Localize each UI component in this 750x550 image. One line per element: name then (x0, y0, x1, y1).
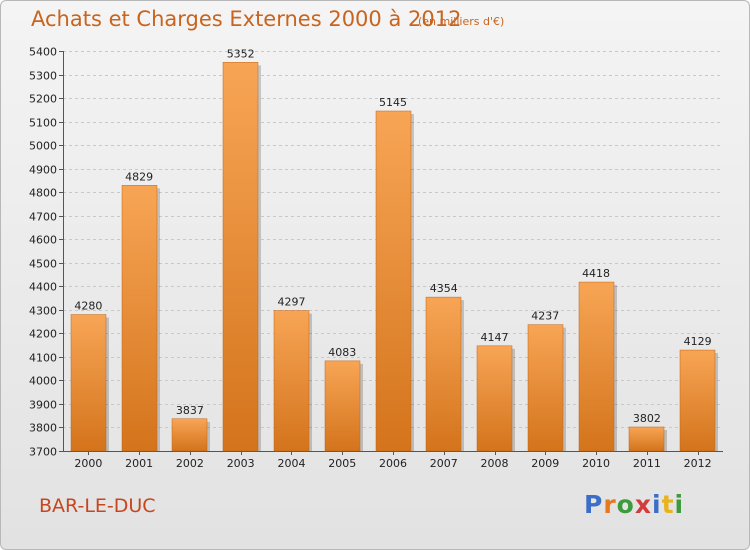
bar (70, 314, 107, 452)
bar-value-label: 4237 (531, 310, 559, 323)
x-tick-label: 2011 (633, 457, 661, 470)
bar (527, 324, 564, 452)
bar (375, 110, 412, 452)
bar (476, 345, 513, 452)
logo-letter: i (674, 490, 685, 519)
bar-value-label: 5145 (379, 96, 407, 109)
x-tick-label: 2001 (125, 457, 153, 470)
y-tick-label: 4800 (29, 187, 57, 200)
y-tick-label: 3900 (29, 399, 57, 412)
y-tick-label: 5300 (29, 70, 57, 83)
bar (121, 185, 158, 452)
bar (578, 281, 615, 452)
x-tick-label: 2000 (74, 457, 102, 470)
y-tick-label: 4200 (29, 328, 57, 341)
logo-letter: t (661, 490, 675, 519)
logo-letter: r (603, 490, 617, 519)
y-tick-label: 3800 (29, 422, 57, 435)
chart-subtitle: (en milliers d'€) (418, 15, 505, 28)
y-tick-label: 5000 (29, 140, 57, 153)
y-tick-label: 3700 (29, 446, 57, 459)
y-tick-label: 4300 (29, 305, 57, 318)
y-tick-label: 4100 (29, 352, 57, 365)
bar (425, 296, 462, 452)
y-tick-label: 4900 (29, 164, 57, 177)
y-tick-label: 4700 (29, 211, 57, 224)
bar (324, 360, 361, 452)
axes (59, 51, 723, 455)
y-tick-label: 4500 (29, 258, 57, 271)
logo-letter: P (584, 490, 604, 519)
bar-value-label: 4129 (684, 335, 712, 348)
bar-value-label: 4147 (481, 331, 509, 344)
y-tick-label: 4600 (29, 234, 57, 247)
bar (222, 62, 259, 452)
x-tick-label: 2004 (277, 457, 305, 470)
bar-value-label: 4418 (582, 267, 610, 280)
bar-value-label: 5352 (227, 47, 255, 60)
x-tick-label: 2010 (582, 457, 610, 470)
bar-value-label: 3802 (633, 412, 661, 425)
x-tick-label: 2009 (531, 457, 559, 470)
bar-value-label: 4280 (74, 300, 102, 313)
x-tick-label: 2003 (227, 457, 255, 470)
y-tick-label: 4000 (29, 375, 57, 388)
x-tick-label: 2006 (379, 457, 407, 470)
x-tick-label: 2002 (176, 457, 204, 470)
logo-letter: i (652, 490, 662, 519)
bar-value-label: 4829 (125, 170, 153, 183)
x-tick-label: 2005 (328, 457, 356, 470)
bar-value-label: 4297 (277, 296, 305, 309)
proxiti-logo[interactable]: Proxiti (584, 490, 684, 519)
y-tick-label: 5100 (29, 117, 57, 130)
commune-name: BAR-LE-DUC (39, 495, 156, 517)
bar (679, 349, 716, 452)
x-tick-label: 2007 (430, 457, 458, 470)
bar-value-label: 3837 (176, 404, 204, 417)
x-tick-label: 2012 (684, 457, 712, 470)
y-tick-label: 4400 (29, 281, 57, 294)
bar (171, 418, 208, 452)
bar-value-label: 4083 (328, 346, 356, 359)
y-tick-label: 5200 (29, 93, 57, 106)
logo-letter: o (616, 490, 635, 519)
bar (628, 426, 665, 452)
logo-letter: x (634, 490, 652, 519)
labels: 3700 3800 3900 4000 4100 4200 4300 4400 4500 4600… (29, 46, 712, 471)
y-tick-label: 5400 (29, 46, 57, 59)
bar (273, 310, 310, 452)
bars (70, 62, 718, 452)
chart-title: Achats et Charges Externes 2000 à 2012 (31, 7, 462, 31)
x-tick-label: 2008 (481, 457, 509, 470)
bar-value-label: 4354 (430, 282, 458, 295)
